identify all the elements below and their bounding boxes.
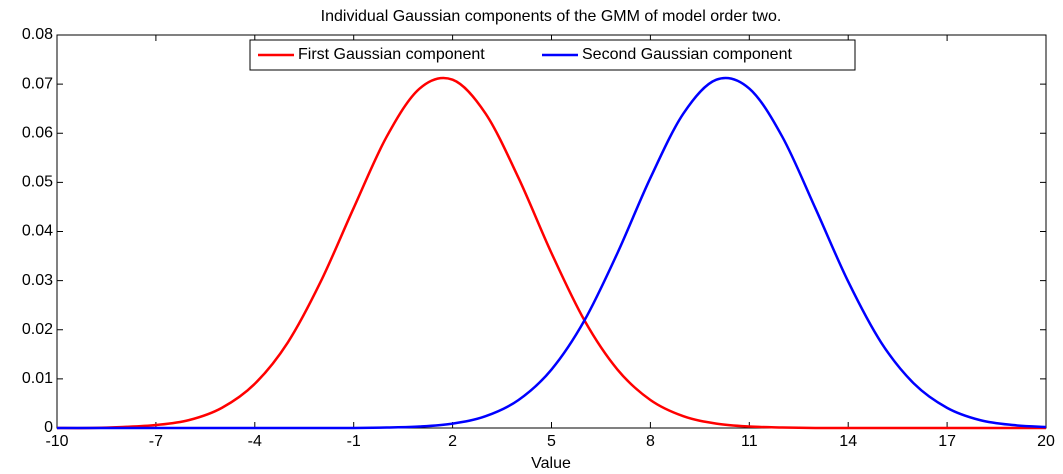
x-tick-label: 17 <box>938 433 956 450</box>
x-tick-label: 14 <box>839 433 857 450</box>
line-series <box>56 76 1046 430</box>
x-axis-label: Value <box>531 455 571 472</box>
y-tick-label: 0.04 <box>22 223 53 240</box>
y-tick-label: 0.05 <box>22 174 53 191</box>
y-tick-label: 0.01 <box>22 370 53 387</box>
y-tick-label: 0.06 <box>22 124 53 141</box>
y-tick-label: 0.02 <box>22 321 53 338</box>
line-series <box>57 76 1047 430</box>
x-tick-label: -4 <box>248 433 262 450</box>
legend-label: Second Gaussian component <box>582 46 792 63</box>
chart-title: Individual Gaussian components of the GM… <box>321 8 782 25</box>
y-tick-label: 0.07 <box>22 75 53 92</box>
x-tick-label: 8 <box>646 433 655 450</box>
x-tick-label: 20 <box>1037 433 1055 450</box>
x-tick-label: 2 <box>448 433 457 450</box>
x-tick-label: -10 <box>45 433 68 450</box>
legend-label: First Gaussian component <box>298 46 485 63</box>
y-tick-label: 0 <box>44 419 53 436</box>
x-tick-label: 11 <box>741 433 758 450</box>
y-tick-label: 0.03 <box>22 272 53 289</box>
plot-area <box>56 34 1047 429</box>
x-tick-label: -1 <box>347 433 361 450</box>
y-tick-label: 0.08 <box>22 26 53 43</box>
x-tick-label: -7 <box>149 433 163 450</box>
x-tick-label: 5 <box>547 433 556 450</box>
